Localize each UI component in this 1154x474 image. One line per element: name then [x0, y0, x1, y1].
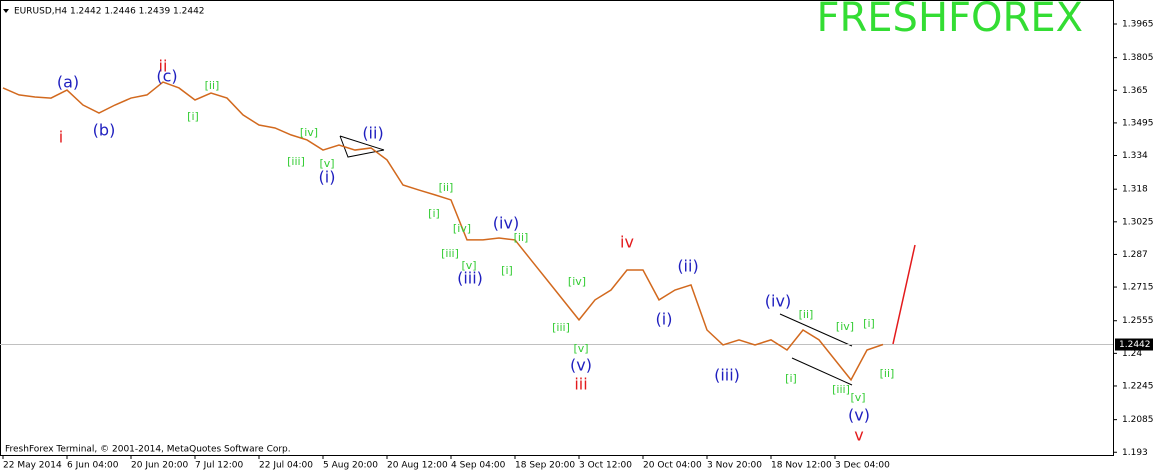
wave-label: (i)	[319, 168, 336, 187]
wave-label: iii	[574, 375, 587, 394]
wave-label: [iii]	[832, 383, 850, 396]
projection	[892, 244, 916, 345]
y-tick-label: 1.2715	[1122, 283, 1154, 293]
wave-label: (ii)	[362, 124, 383, 143]
wave-label: v	[854, 426, 863, 445]
x-tick-label: 6 Jun 04:00	[67, 461, 119, 471]
wave-label: [iii]	[287, 155, 305, 168]
last-price-box	[1115, 338, 1153, 351]
wave-label: [ii]	[799, 308, 814, 321]
y-tick-label: 1.2555	[1122, 316, 1154, 326]
y-tick-label: 1.3805	[1122, 53, 1154, 63]
y-tick-label: 1.287	[1122, 250, 1148, 260]
x-tick-label: 3 Nov 20:00	[707, 461, 762, 471]
x-tick-label: 20 Aug 12:00	[387, 461, 448, 471]
wave-label: [v]	[319, 157, 334, 170]
wave-label: [ii]	[439, 181, 454, 194]
y-tick-label: 1.2245	[1122, 381, 1154, 391]
wave-label: [ii]	[880, 367, 895, 380]
wave-label: (i)	[656, 310, 673, 329]
wave-label: (iii)	[714, 366, 740, 385]
wave-label: (c)	[156, 67, 177, 86]
wave-label: [iv]	[836, 320, 854, 333]
wave-label: [ii]	[514, 231, 529, 244]
wave-label: iv	[620, 233, 634, 252]
x-tick-label: 3 Oct 12:00	[579, 461, 632, 471]
triangle-lines	[339, 135, 385, 158]
wave-label: [i]	[428, 207, 440, 220]
wave-label: [iv]	[300, 126, 318, 139]
footer: FreshForex Terminal, © 2001-2014, MetaQu…	[5, 445, 291, 455]
wave-label: [iii]	[552, 321, 570, 334]
wave-label: (b)	[93, 121, 116, 140]
wave-label: [i]	[863, 317, 875, 330]
wave-label: [i]	[187, 110, 199, 123]
x-tick-label: 5 Aug 20:00	[323, 461, 378, 471]
wave-label: (iv)	[765, 292, 791, 311]
wave-label: [iv]	[568, 275, 586, 288]
wave-label: [v]	[573, 342, 588, 355]
channel-lines	[779, 313, 853, 386]
wave-label: [i]	[785, 372, 797, 385]
wave-label: [v]	[850, 391, 865, 404]
x-tick-label: 4 Sep 04:00	[451, 461, 506, 471]
wave-label: (v)	[570, 356, 592, 375]
wave-label: [ii]	[205, 79, 220, 92]
menu-arrow	[3, 9, 9, 13]
wave-label: (iii)	[457, 269, 483, 288]
y-tick-label: 1.334	[1122, 151, 1148, 161]
wave-label: (v)	[848, 406, 870, 425]
y-tick-label: 1.24	[1122, 349, 1142, 359]
wave-label: i	[59, 128, 63, 147]
price-line	[2, 81, 884, 382]
y-tick-label: 1.318	[1122, 185, 1148, 195]
y-tick-label: 1.3025	[1122, 217, 1154, 227]
watermark: FRESHFOREX	[816, 0, 1083, 41]
wave-label: (ii)	[677, 257, 698, 276]
y-tick-label: 1.3495	[1122, 118, 1154, 128]
wave-label: [v]	[461, 259, 476, 272]
x-tick-label: 20 Jun 20:00	[131, 461, 188, 471]
wave-label: [iv]	[453, 222, 471, 235]
y-tick-label: 1.365	[1122, 86, 1148, 96]
y-tick-label: 1.193	[1122, 448, 1148, 458]
x-tick-label: 7 Jul 12:00	[195, 461, 244, 471]
wave-label: (iv)	[493, 214, 519, 233]
x-tick-label: 22 Jul 04:00	[259, 461, 313, 471]
x-tick-label: 22 May 2014	[3, 461, 62, 471]
plot-frame	[0, 0, 1114, 456]
x-tick-label: 18 Nov 12:00	[771, 461, 832, 471]
wave-label: (a)	[57, 73, 79, 92]
x-tick-label: 20 Oct 04:00	[643, 461, 702, 471]
y-tick-label: 1.2085	[1122, 415, 1154, 425]
wave-label: ii	[159, 57, 168, 76]
chart-title: EURUSD,H4 1.2442 1.2446 1.2439 1.2442	[14, 7, 205, 17]
wave-label: [iii]	[441, 247, 459, 260]
wave-label: [i]	[501, 264, 513, 277]
x-tick-label: 3 Dec 04:00	[835, 461, 890, 471]
last-price-label: 1.2442	[1119, 340, 1151, 350]
x-tick-label: 18 Sep 20:00	[515, 461, 575, 471]
y-tick-label: 1.3965	[1122, 19, 1154, 29]
